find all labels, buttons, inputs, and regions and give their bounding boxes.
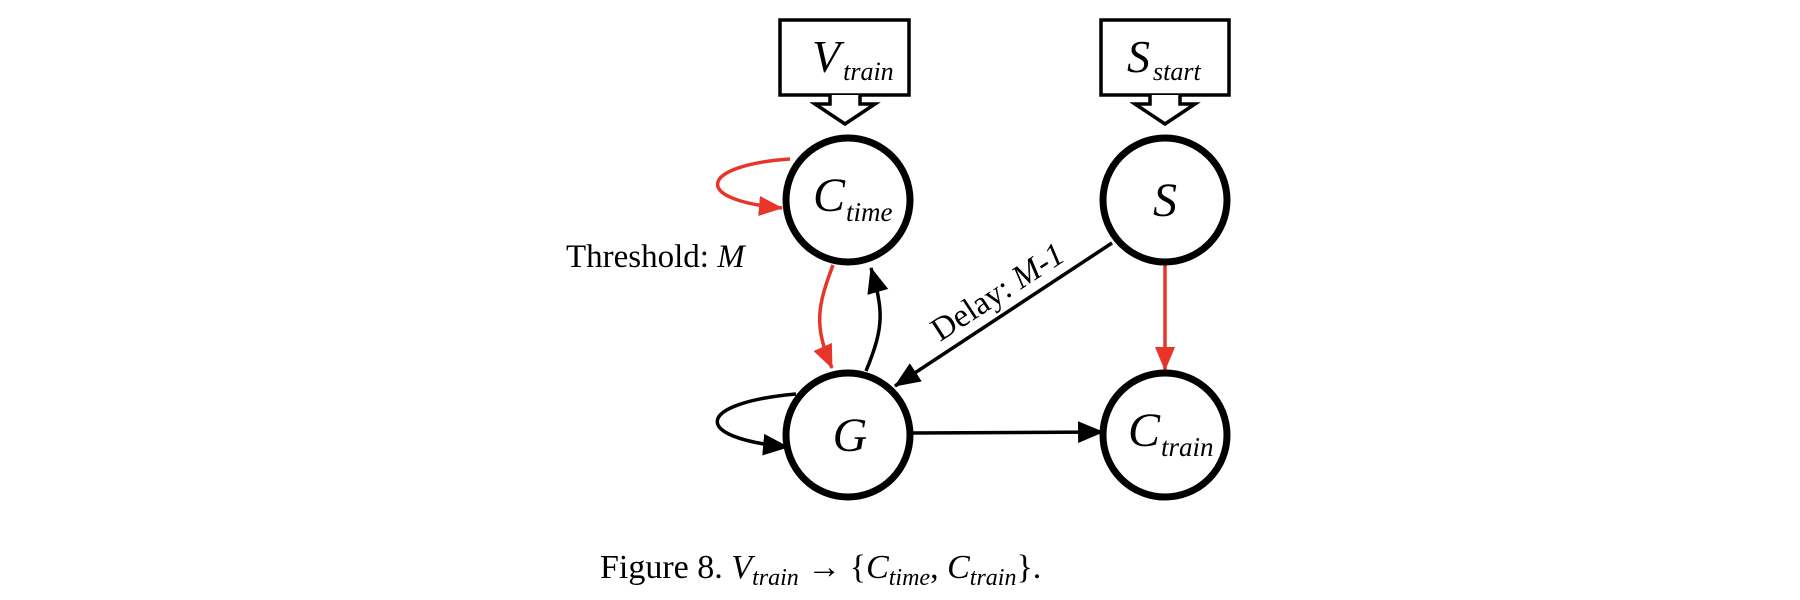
delay-label: Delay: M-1 [925, 236, 1071, 349]
input-v-train-arrow [809, 95, 881, 127]
node-c-time-label: Ctime [813, 169, 893, 227]
node-g-label: G [833, 409, 868, 462]
edge-s-to-g [894, 241, 1113, 388]
input-s-start-box [1099, 18, 1231, 97]
input-s-start-arrow [1129, 95, 1201, 127]
node-c-train: Ctrain [1099, 369, 1231, 501]
node-g-circle [782, 369, 914, 501]
node-c-train-circle [1099, 369, 1231, 501]
node-c-time-circle [782, 134, 914, 266]
edge-g-to-c-time [864, 266, 889, 372]
edge-g-self-loop [715, 392, 797, 456]
threshold-label: Threshold: M [566, 239, 746, 275]
edge-g-to-c-train [912, 421, 1105, 443]
node-g: G [782, 369, 914, 501]
figure-caption: Figure 8. Vtrain → {Ctime, Ctrain}. [600, 549, 1041, 591]
node-s-label: S [1153, 174, 1177, 227]
edge-c-time-to-g [813, 264, 835, 369]
edge-c-time-self-loop [715, 157, 791, 216]
node-c-train-label: Ctrain [1128, 404, 1214, 462]
input-v-train-box [778, 18, 911, 97]
node-c-time: Ctime [782, 134, 914, 266]
node-s: S [1099, 134, 1231, 266]
node-s-circle [1099, 134, 1231, 266]
